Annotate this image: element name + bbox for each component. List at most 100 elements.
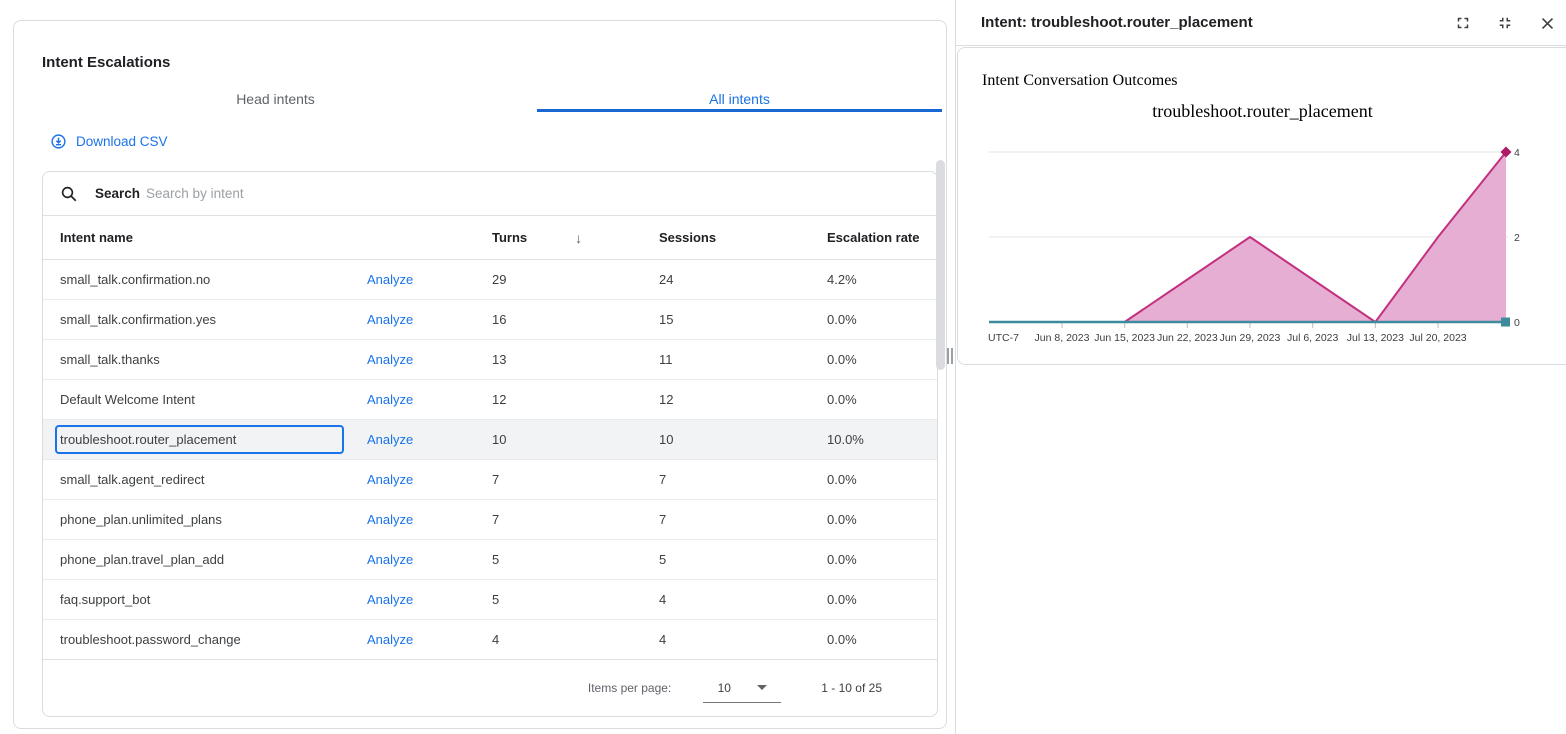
analyze-link[interactable]: Analyze: [367, 472, 414, 487]
analyze-link[interactable]: Analyze: [367, 512, 414, 527]
download-icon: [50, 133, 67, 150]
active-tab-indicator: [537, 109, 942, 112]
sessions-cell: 24: [659, 272, 674, 287]
escalation-rate-cell: 4.2%: [827, 272, 857, 287]
svg-text:Jul 13, 2023: Jul 13, 2023: [1347, 332, 1404, 344]
intent-name-cell: faq.support_bot: [60, 592, 151, 607]
download-csv-button[interactable]: Download CSV: [50, 133, 168, 150]
download-csv-label: Download CSV: [76, 134, 168, 149]
turns-cell: 4: [492, 632, 500, 647]
intent-name-cell: Default Welcome Intent: [60, 392, 195, 407]
search-icon: [60, 185, 78, 203]
items-per-page-label: Items per page:: [587, 680, 672, 695]
svg-text:Jul 20, 2023: Jul 20, 2023: [1409, 332, 1466, 344]
turns-cell: 12: [492, 392, 507, 407]
outcomes-area-chart: 0 2 4 UTC-7 Jun 8, 2023 Jun 15, 2023 Jun 22, 2…: [988, 146, 1520, 344]
turns-cell: 5: [492, 552, 500, 567]
intent-name-cell: small_talk.thanks: [60, 352, 160, 367]
col-header-escalation-rate[interactable]: Escalation rate: [827, 230, 920, 245]
sessions-cell: 4: [659, 592, 667, 607]
turns-cell: 10: [492, 432, 507, 447]
analyze-link[interactable]: Analyze: [367, 352, 414, 367]
intent-detail-panel: Intent: troubleshoot.router_placement: [956, 0, 1566, 734]
svg-text:UTC-7: UTC-7: [988, 332, 1019, 344]
intent-name-cell: phone_plan.unlimited_plans: [60, 512, 222, 527]
sessions-cell: 10: [659, 432, 674, 447]
close-icon[interactable]: [1538, 14, 1556, 32]
table-header-row: Intent name Turns ↓ Sessions Escalation …: [43, 216, 937, 260]
col-header-intent-name[interactable]: Intent name: [60, 230, 133, 245]
table-row[interactable]: troubleshoot.router_placement Analyze 10…: [43, 420, 937, 460]
panel-divider: [955, 0, 956, 734]
chevron-down-icon: [756, 685, 767, 690]
search-input[interactable]: Search by intent: [146, 186, 244, 201]
analyze-link[interactable]: Analyze: [367, 272, 414, 287]
conversation-outcomes-card: Intent Conversation Outcomes troubleshoo…: [957, 47, 1566, 365]
turns-cell: 16: [492, 312, 507, 327]
sessions-cell: 4: [659, 632, 667, 647]
search-bar[interactable]: Search Search by intent: [43, 172, 937, 216]
sessions-cell: 12: [659, 392, 674, 407]
analyze-link[interactable]: Analyze: [367, 312, 414, 327]
analyze-link[interactable]: Analyze: [367, 592, 414, 607]
col-header-sessions[interactable]: Sessions: [659, 230, 717, 245]
pagination-bar: Items per page: 10 1 - 10 of 25: [43, 659, 937, 716]
svg-text:Jun 29, 2023: Jun 29, 2023: [1220, 332, 1281, 344]
analyze-link[interactable]: Analyze: [367, 632, 414, 647]
sessions-cell: 5: [659, 552, 667, 567]
table-row[interactable]: small_talk.confirmation.yes Analyze 16 1…: [43, 300, 937, 340]
escalation-rate-cell: 0.0%: [827, 392, 857, 407]
fullscreen-icon[interactable]: [1454, 14, 1472, 32]
turns-cell: 7: [492, 512, 500, 527]
pagination-range: 1 - 10 of 25: [821, 680, 882, 695]
intent-name-cell: troubleshoot.password_change: [60, 632, 241, 647]
exit-fullscreen-icon[interactable]: [1496, 14, 1514, 32]
intent-escalations-card: Intent Escalations Head intents All inte…: [13, 20, 947, 729]
detail-panel-header: Intent: troubleshoot.router_placement: [956, 0, 1566, 46]
sessions-cell: 7: [659, 512, 667, 527]
turns-cell: 7: [492, 472, 500, 487]
turns-cell: 5: [492, 592, 500, 607]
table-row[interactable]: small_talk.agent_redirect Analyze 7 7 0.…: [43, 460, 937, 500]
intents-table-card: Search Search by intent Intent name Turn…: [42, 171, 938, 717]
escalation-rate-cell: 0.0%: [827, 552, 857, 567]
table-row[interactable]: faq.support_bot Analyze 5 4 0.0%: [43, 580, 937, 620]
intent-name-cell: small_talk.agent_redirect: [60, 472, 205, 487]
col-header-turns[interactable]: Turns ↓: [492, 229, 583, 246]
svg-text:Jun 8, 2023: Jun 8, 2023: [1035, 332, 1090, 344]
sessions-cell: 15: [659, 312, 674, 327]
page-title: Intent Escalations: [42, 54, 171, 71]
analyze-link[interactable]: Analyze: [367, 432, 414, 447]
svg-text:Jun 15, 2023: Jun 15, 2023: [1094, 332, 1155, 344]
table-row[interactable]: phone_plan.travel_plan_add Analyze 5 5 0…: [43, 540, 937, 580]
table-row[interactable]: troubleshoot.password_change Analyze 4 4…: [43, 620, 937, 660]
table-row[interactable]: Default Welcome Intent Analyze 12 12 0.0…: [43, 380, 937, 420]
svg-text:4: 4: [1514, 147, 1520, 159]
table-row[interactable]: small_talk.thanks Analyze 13 11 0.0%: [43, 340, 937, 380]
table-row[interactable]: phone_plan.unlimited_plans Analyze 7 7 0…: [43, 500, 937, 540]
detail-panel-title: Intent: troubleshoot.router_placement: [981, 14, 1253, 31]
escalation-rate-cell: 0.0%: [827, 312, 857, 327]
panel-resize-handle[interactable]: [947, 348, 953, 364]
turns-cell: 13: [492, 352, 507, 367]
escalation-rate-cell: 0.0%: [827, 632, 857, 647]
intent-name-cell: small_talk.confirmation.no: [60, 272, 211, 287]
sessions-cell: 11: [659, 352, 673, 367]
table-scrollbar[interactable]: [936, 160, 945, 370]
sort-descending-icon[interactable]: ↓: [575, 229, 583, 246]
escalation-rate-cell: 0.0%: [827, 352, 857, 367]
tab-all-intents[interactable]: All intents: [709, 91, 770, 107]
tab-head-intents[interactable]: Head intents: [236, 91, 315, 107]
sessions-cell: 7: [659, 472, 667, 487]
svg-text:Jun 22, 2023: Jun 22, 2023: [1157, 332, 1218, 344]
table-row[interactable]: small_talk.confirmation.no Analyze 29 24…: [43, 260, 937, 300]
analyze-link[interactable]: Analyze: [367, 552, 414, 567]
svg-text:2: 2: [1514, 232, 1520, 244]
escalation-rate-cell: 0.0%: [827, 512, 857, 527]
search-label: Search: [95, 186, 141, 201]
svg-text:Jul 6, 2023: Jul 6, 2023: [1287, 332, 1339, 344]
intent-name-cell: troubleshoot.router_placement: [55, 425, 344, 454]
analyze-link[interactable]: Analyze: [367, 392, 414, 407]
items-per-page-select[interactable]: 10: [703, 681, 782, 703]
